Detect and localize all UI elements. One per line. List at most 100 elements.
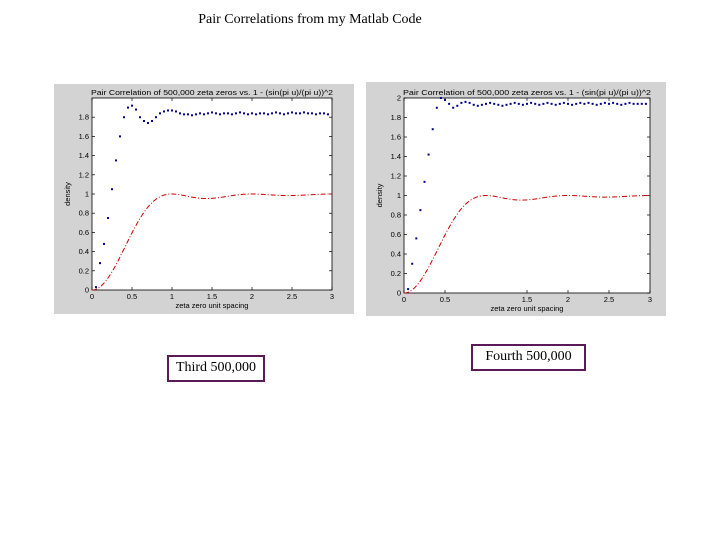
data-point	[509, 102, 512, 105]
data-point	[327, 113, 329, 116]
slide-title: Pair Correlations from my Matlab Code	[198, 12, 422, 27]
x-tick-label: 1.5	[207, 292, 217, 301]
y-tick-label: 0	[85, 286, 89, 295]
data-point	[505, 103, 508, 106]
data-point	[251, 112, 253, 115]
data-point	[139, 116, 141, 119]
data-point	[215, 112, 217, 115]
data-point	[95, 286, 97, 289]
data-point	[147, 121, 149, 124]
x-tick-label: 0	[90, 292, 94, 301]
data-point	[323, 112, 325, 115]
x-axis-label: zeta zero unit spacing	[491, 304, 564, 313]
data-point	[243, 112, 245, 115]
data-point	[452, 106, 455, 109]
data-point	[187, 113, 189, 116]
data-point	[283, 113, 285, 116]
data-point	[123, 116, 125, 119]
y-tick-label: 0.2	[79, 266, 89, 275]
x-tick-label: 2.5	[287, 292, 297, 301]
data-point	[444, 98, 446, 101]
y-tick-label: 1.6	[79, 132, 89, 141]
data-point	[199, 112, 201, 115]
y-tick-label: 1.4	[391, 152, 401, 161]
data-point	[111, 188, 113, 191]
data-point	[203, 113, 205, 116]
pair-correlation-chart-right: Pair Correlation of 500,000 zeta zeros v…	[375, 88, 652, 313]
data-point	[542, 102, 545, 105]
data-point	[575, 102, 578, 105]
chart-panel-right: Pair Correlation of 500,000 zeta zeros v…	[366, 82, 666, 316]
data-point	[287, 112, 289, 115]
data-point	[159, 112, 161, 115]
data-point	[127, 106, 129, 109]
data-point	[167, 109, 169, 112]
y-tick-label: 0.8	[391, 211, 401, 220]
data-point	[632, 102, 635, 105]
y-tick-label: 0.6	[79, 228, 89, 237]
data-point	[640, 102, 643, 105]
data-point	[608, 102, 610, 105]
data-point	[476, 104, 479, 107]
data-point	[583, 102, 586, 105]
data-point	[235, 112, 237, 115]
data-point	[489, 101, 492, 104]
data-point	[558, 102, 561, 105]
data-point	[435, 106, 438, 109]
data-point	[119, 135, 121, 138]
data-point	[255, 113, 257, 116]
data-point	[485, 102, 487, 105]
data-point	[464, 100, 467, 103]
data-point	[431, 128, 434, 131]
data-point	[517, 102, 520, 105]
x-tick-label: 0.5	[127, 292, 137, 301]
data-point	[135, 108, 137, 111]
y-tick-label: 0.8	[79, 209, 89, 218]
data-point	[579, 101, 582, 104]
y-tick-label: 0	[397, 289, 401, 298]
data-point	[271, 112, 273, 115]
data-point	[155, 116, 157, 119]
x-axis-label: zeta zero unit spacing	[176, 301, 249, 310]
data-point	[513, 101, 516, 104]
data-point	[275, 111, 277, 114]
chart-panel-left: Pair Correlation of 500,000 zeta zeros v…	[54, 84, 354, 314]
data-point	[227, 112, 229, 115]
data-point	[530, 101, 533, 104]
data-point	[448, 102, 451, 105]
data-point	[534, 102, 537, 105]
data-point	[319, 112, 321, 115]
data-point	[195, 113, 197, 116]
x-tick-label: 0.5	[440, 295, 450, 304]
data-point	[423, 180, 426, 183]
y-tick-label: 1.8	[391, 113, 401, 122]
y-tick-label: 0.4	[391, 250, 401, 259]
data-point	[239, 111, 241, 114]
y-tick-label: 1.8	[79, 113, 89, 122]
data-point	[501, 104, 504, 107]
data-point	[303, 111, 305, 114]
y-tick-label: 0.4	[79, 247, 89, 256]
plot-area	[91, 97, 333, 291]
y-tick-label: 1.6	[391, 133, 401, 142]
data-point	[291, 111, 293, 114]
plot-area	[403, 97, 651, 294]
data-point	[567, 102, 569, 105]
data-point	[587, 101, 590, 104]
data-point	[554, 103, 557, 106]
data-point	[538, 103, 541, 106]
data-point	[231, 113, 233, 116]
data-point	[99, 262, 101, 265]
data-point	[636, 102, 639, 105]
data-point	[115, 159, 117, 162]
data-point	[131, 104, 133, 107]
data-point	[599, 102, 602, 105]
data-point	[493, 102, 496, 105]
data-point	[411, 262, 414, 265]
data-point	[419, 209, 422, 212]
theory-curve	[403, 194, 650, 294]
y-axis-label: density	[63, 182, 72, 206]
x-tick-label: 3	[330, 292, 334, 301]
data-point	[460, 101, 463, 104]
data-point	[171, 109, 173, 112]
